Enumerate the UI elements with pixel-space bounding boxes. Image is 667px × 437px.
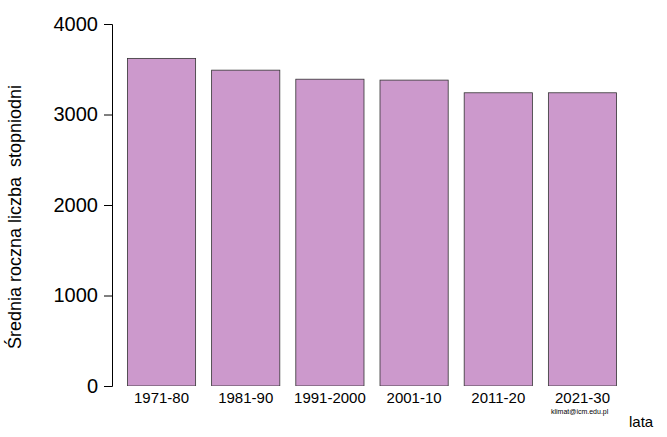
tick-mark [104, 115, 112, 116]
tick-label: 1991-2000 [294, 389, 366, 406]
tick: 1971-80 [134, 386, 189, 406]
axis-line [104, 25, 113, 387]
tick: 1991-2000 [294, 386, 366, 406]
tick-label: 1981-90 [218, 389, 273, 406]
tick: 2000 [54, 194, 113, 216]
tick-label: 2001-10 [387, 389, 442, 406]
tick: 2021-30 [555, 386, 610, 406]
tick-label: 0 [87, 375, 98, 397]
tick: 2001-10 [387, 386, 442, 406]
bar [127, 58, 195, 386]
tick-label: 2000 [54, 194, 99, 216]
tick: 1000 [54, 284, 113, 306]
bar [464, 93, 532, 386]
tick-label: 4000 [54, 13, 99, 35]
tick-mark [104, 205, 112, 206]
tick-mark [104, 386, 112, 387]
bar [212, 70, 280, 386]
tick-label: 3000 [54, 103, 99, 125]
tick-label: 1000 [54, 284, 99, 306]
tick: 1981-90 [218, 386, 273, 406]
tick: 2011-20 [471, 386, 525, 406]
y-axis-title: Średnia roczna liczba stopniodni [4, 85, 25, 349]
bar [296, 79, 364, 386]
tick: 3000 [54, 103, 113, 125]
bars [127, 58, 616, 386]
tick-label: 2011-20 [471, 389, 525, 406]
x-axis-title: lata [629, 413, 654, 430]
tick: 0 [87, 375, 112, 397]
x-axis: 1971-80 1981-90 1991-2000 2001-10 2011-20 202… [120, 386, 626, 406]
annotation: klimat@icm.edu.pl [551, 408, 609, 416]
bar [380, 80, 448, 386]
bar [548, 93, 616, 386]
tick-mark [104, 296, 112, 297]
chart: 0 1000 2000 3000 4000 1971-80 1981-90 1991-2000… [0, 0, 667, 437]
tick-mark [104, 24, 112, 25]
y-axis: 0 1000 2000 3000 4000 [54, 13, 113, 397]
tick-label: 1971-80 [134, 389, 189, 406]
axis-line [120, 386, 626, 387]
tick: 4000 [54, 13, 113, 35]
tick-label: 2021-30 [555, 389, 610, 406]
